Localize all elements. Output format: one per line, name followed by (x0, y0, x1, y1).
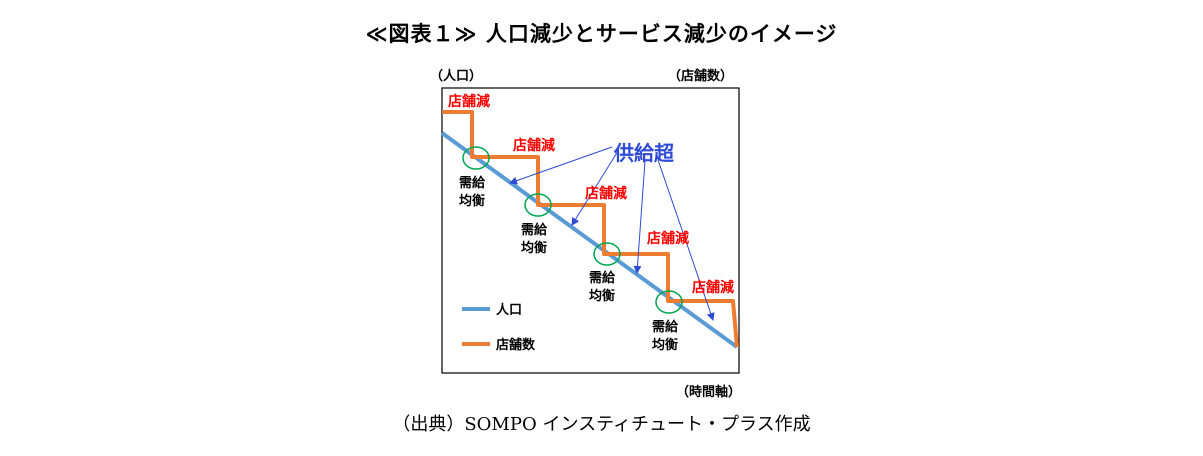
equilibrium-label-3-line2: 均衡 (589, 288, 615, 304)
store-count-step-line (442, 110, 739, 348)
store-decrease-label-2: 店舗減 (513, 137, 555, 154)
source-note: （出典）SOMPO インスティチュート・プラス作成 (392, 414, 811, 435)
oversupply-arrow-4 (657, 159, 715, 321)
store-decrease-label-3: 店舗減 (585, 185, 627, 202)
equilibrium-circle-2 (524, 193, 552, 217)
oversupply-arrow-1 (509, 146, 613, 185)
equilibrium-circle-4 (655, 290, 683, 314)
store-decrease-label-1: 店舗減 (448, 93, 490, 110)
population-line (440, 131, 739, 349)
x-axis-label-time: （時間軸） (676, 385, 742, 400)
oversupply-arrow-2 (571, 150, 619, 226)
oversupply-label: 供給超 (613, 141, 675, 165)
equilibrium-label-2-line2: 均衡 (521, 240, 547, 256)
plot-frame (441, 87, 740, 374)
store-decrease-label-5: 店舗減 (692, 279, 734, 296)
store-decrease-label-4: 店舗減 (647, 230, 689, 247)
equilibrium-label-4-line1: 需給 (652, 319, 679, 335)
equilibrium-label-3-line1: 需給 (589, 270, 616, 286)
figure-title: ≪図表１≫ 人口減少とサービス減少のイメージ (365, 22, 838, 46)
equilibrium-label-2-line1: 需給 (521, 222, 548, 238)
equilibrium-label-1-line2: 均衡 (459, 193, 485, 209)
legend-population-label: 人口 (496, 302, 522, 318)
equilibrium-circle-3 (593, 242, 621, 266)
equilibrium-label-1-line1: 需給 (459, 175, 486, 191)
equilibrium-label-4-line2: 均衡 (652, 337, 678, 353)
oversupply-arrow-3 (633, 160, 646, 274)
y-axis-label-population: （人口） (430, 69, 483, 84)
legend-stores-label: 店舗数 (496, 337, 536, 353)
equilibrium-circle-1 (462, 146, 490, 170)
y-axis-label-stores: （店舗数） (668, 69, 734, 84)
